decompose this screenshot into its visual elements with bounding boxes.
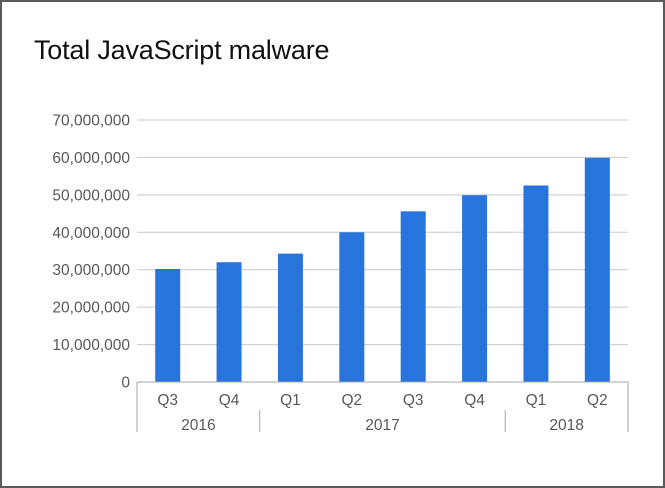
bar: [155, 268, 181, 382]
y-tick-label: 60,000,000: [52, 150, 130, 167]
x-tick-label: Q2: [341, 392, 362, 409]
x-tick-label: Q1: [526, 392, 547, 409]
x-tick-label: Q1: [280, 392, 301, 409]
y-tick-label: 40,000,000: [52, 225, 130, 242]
chart-title: Total JavaScript malware: [34, 35, 330, 65]
bar: [216, 262, 242, 382]
bar: [523, 185, 549, 382]
y-tick-label: 10,000,000: [52, 337, 130, 354]
y-tick-label: 20,000,000: [52, 300, 130, 317]
x-tick-label: Q4: [219, 392, 240, 409]
x-tick-label: Q3: [157, 392, 178, 409]
bar: [400, 211, 426, 382]
y-tick-label: 0: [121, 375, 130, 392]
y-tick-label: 70,000,000: [52, 113, 130, 130]
x-group-label: 2017: [365, 417, 399, 434]
x-tick-label: Q4: [464, 392, 485, 409]
bar: [277, 253, 303, 382]
x-tick-label: Q2: [587, 392, 608, 409]
x-group-label: 2016: [181, 417, 215, 434]
y-tick-label: 50,000,000: [52, 187, 130, 204]
bar: [462, 195, 488, 382]
bar: [584, 157, 610, 382]
bar: [339, 232, 365, 382]
y-tick-label: 30,000,000: [52, 262, 130, 279]
x-group-label: 2018: [549, 417, 583, 434]
x-tick-label: Q3: [403, 392, 424, 409]
